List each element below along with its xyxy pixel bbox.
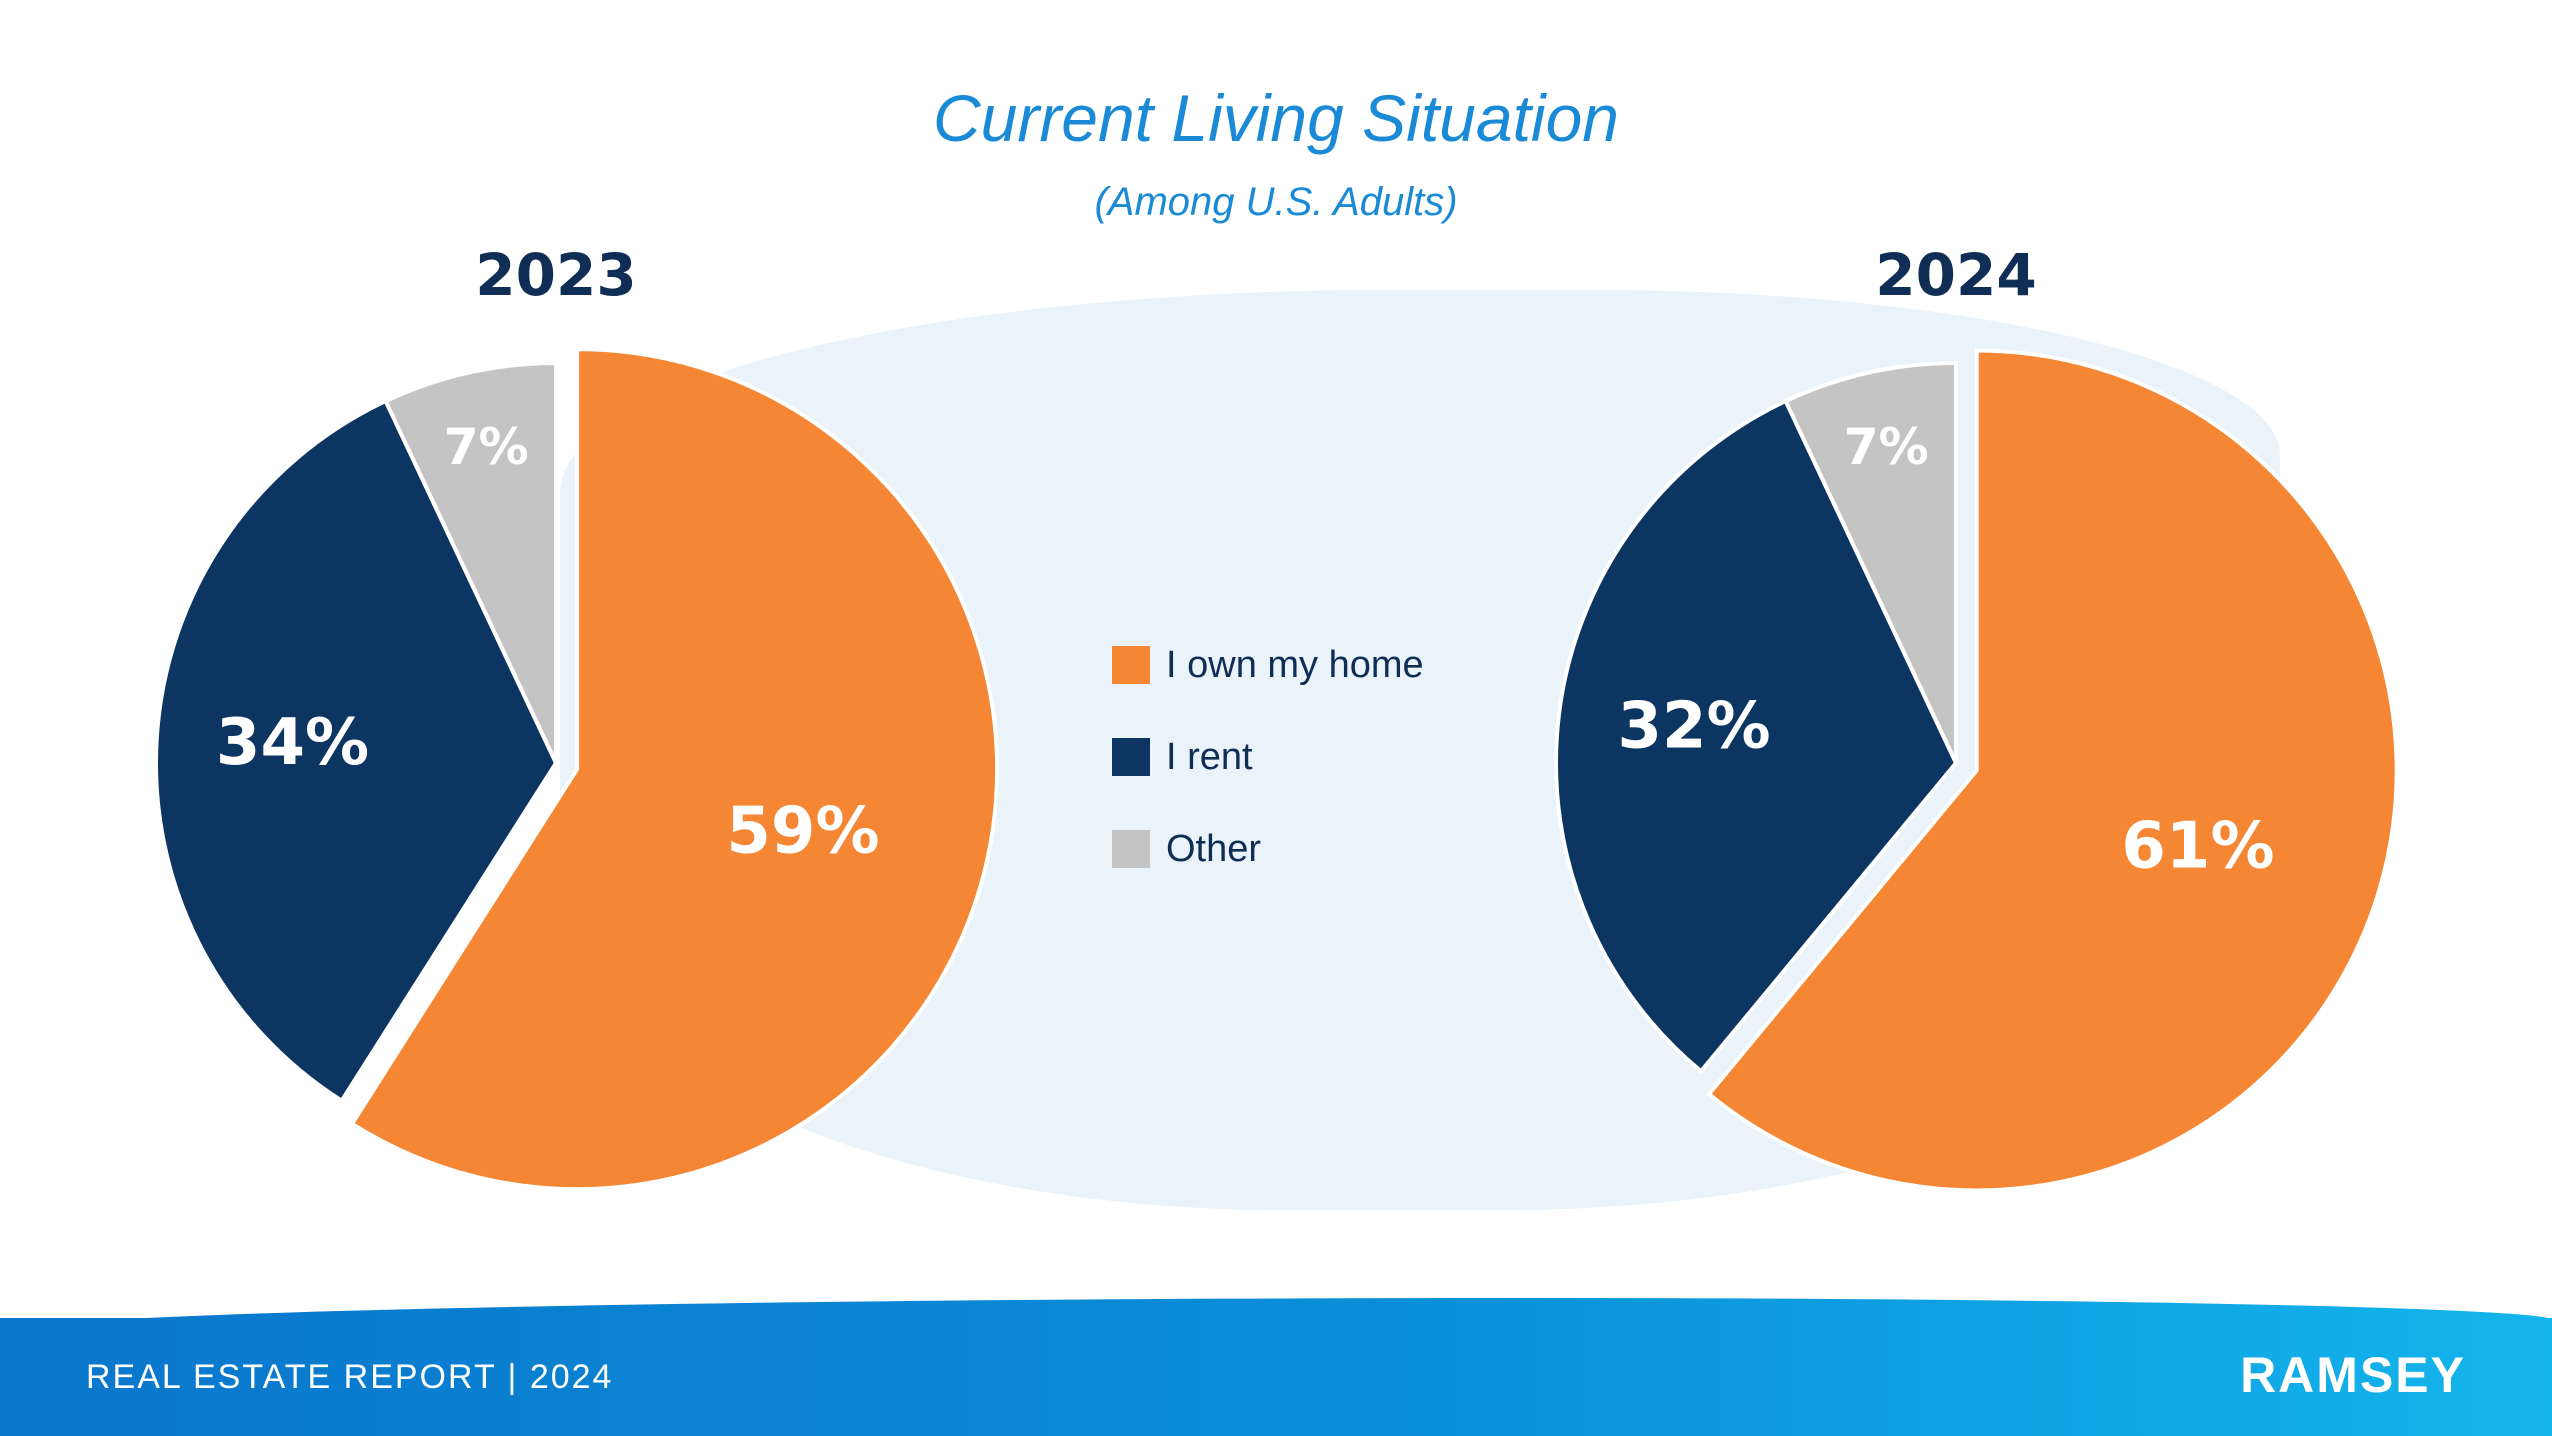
legend: I own my home I rent Other <box>1112 643 1424 921</box>
pie-label-2023-own: 59% <box>726 794 879 868</box>
pie-label-2024-rent: 32% <box>1617 689 1770 763</box>
legend-label-other: Other <box>1166 827 1262 870</box>
legend-item-rent: I rent <box>1112 735 1424 778</box>
pie-title-2023: 2023 <box>475 241 636 309</box>
legend-label-own: I own my home <box>1166 643 1424 686</box>
footer-bar <box>0 1318 2552 1436</box>
pie-label-2023-rent: 34% <box>216 706 369 780</box>
pie-label-2023-other: 7% <box>444 418 529 476</box>
pie-slice-2024-other <box>1783 360 1958 764</box>
legend-label-rent: I rent <box>1166 735 1253 778</box>
chart-subtitle: (Among U.S. Adults) <box>1094 180 1458 224</box>
pie-slice-2023-rent <box>154 398 559 1104</box>
chart-title: Current Living Situation <box>932 81 1620 155</box>
pie-label-2024-other: 7% <box>1844 418 1929 476</box>
legend-swatch-rent <box>1112 738 1150 776</box>
pie-slice-2023-own <box>349 347 1000 1192</box>
legend-swatch-own <box>1112 646 1150 684</box>
pie-label-2024-own: 61% <box>2121 810 2274 884</box>
pie-slice-2023-other <box>383 360 558 764</box>
legend-item-own: I own my home <box>1112 643 1424 686</box>
pie-title-2024: 2024 <box>1875 241 2036 309</box>
pie-charts: 2023 59% 34% 7% 2024 61% 32% 7% <box>154 241 2399 1193</box>
ramsey-logo: RAMSEY <box>2240 1347 2466 1403</box>
legend-swatch-other <box>1112 830 1150 868</box>
pie-slice-2024-rent <box>1554 398 1959 1075</box>
pie-slice-2024-own <box>1706 348 2399 1193</box>
footer-report-label: REAL ESTATE REPORT | 2024 <box>86 1358 614 1396</box>
legend-item-other: Other <box>1112 827 1424 870</box>
